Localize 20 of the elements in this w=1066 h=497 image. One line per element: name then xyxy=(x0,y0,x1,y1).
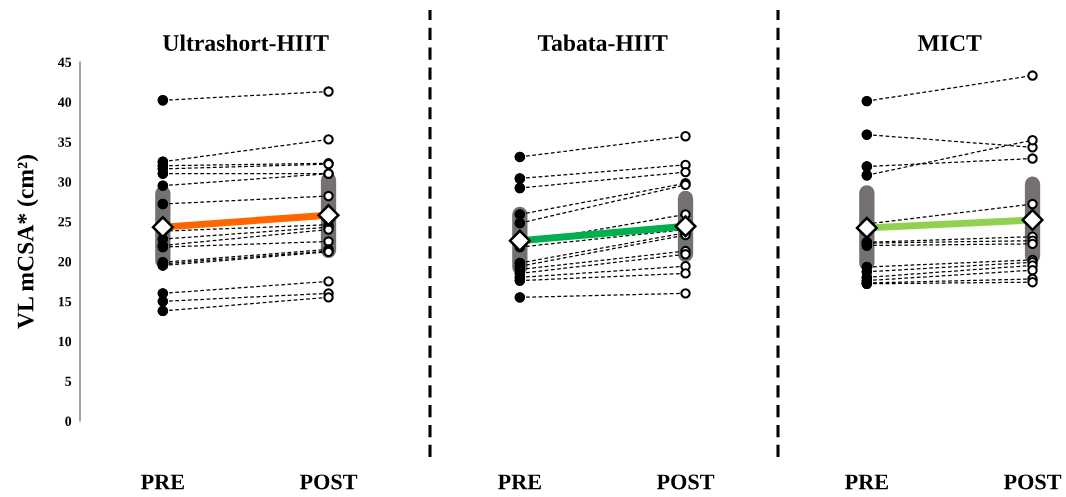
x-tick-label: POST xyxy=(1003,474,1062,490)
y-tick-label: 45 xyxy=(57,57,72,67)
y-tick-label: 0 xyxy=(65,416,72,426)
x-tick-label: POST xyxy=(299,474,358,490)
y-axis-title: VL mCSA* (cm²) xyxy=(16,155,39,329)
y-tick-label: 25 xyxy=(58,217,72,227)
y-tick-label: 15 xyxy=(58,296,72,307)
x-tick-label: PRE xyxy=(845,474,888,490)
chart-title: Ultrashort-HIIT xyxy=(162,34,329,52)
y-tick-label: 35 xyxy=(58,137,72,147)
chart-title: MICT xyxy=(917,35,982,52)
x-tick-label: PRE xyxy=(498,474,541,490)
y-tick-label: 5 xyxy=(65,376,72,387)
y-tick-label: 30 xyxy=(58,177,72,187)
y-tick-label: 10 xyxy=(58,336,72,347)
y-tick-label: 20 xyxy=(58,257,72,267)
x-tick-label: POST xyxy=(656,474,715,490)
chart-title: Tabata-HIIT xyxy=(537,34,668,52)
y-tick-label: 40 xyxy=(57,97,72,107)
x-tick-label: PRE xyxy=(141,474,184,490)
